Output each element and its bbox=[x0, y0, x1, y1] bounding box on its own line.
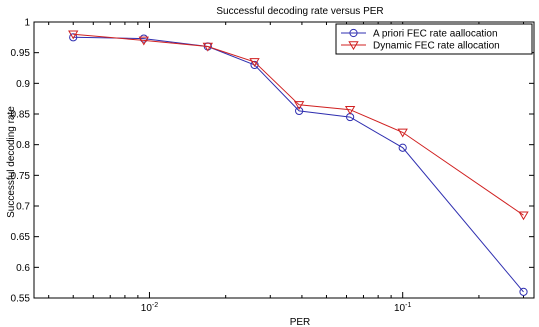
legend-label: Dynamic FEC rate allocation bbox=[373, 41, 500, 52]
series-1 bbox=[69, 33, 528, 296]
y-tick-label: 0.7 bbox=[16, 202, 30, 213]
series-line bbox=[73, 36, 524, 293]
data-point bbox=[68, 30, 79, 40]
legend-item: A priori FEC rate aallocation bbox=[341, 29, 498, 40]
y-tick-label: 0.85 bbox=[11, 110, 31, 121]
y-tick-label: 0.95 bbox=[11, 48, 31, 59]
data-point bbox=[349, 28, 358, 38]
data-point bbox=[295, 106, 304, 116]
y-tick-label: 0.75 bbox=[11, 171, 31, 182]
x-tick-label: 10-1 bbox=[394, 302, 411, 314]
plot-area bbox=[33, 21, 535, 299]
y-tick-label: 0.65 bbox=[11, 232, 31, 243]
data-point bbox=[348, 41, 359, 51]
data-point bbox=[397, 128, 408, 138]
y-tick-label: 0.9 bbox=[16, 79, 30, 90]
series-layer bbox=[68, 30, 529, 296]
y-tick-label: 0.6 bbox=[16, 263, 30, 274]
data-point bbox=[519, 287, 528, 296]
data-point bbox=[69, 33, 78, 42]
data-point bbox=[518, 211, 529, 221]
y-tick-label: 1 bbox=[24, 18, 30, 29]
data-point bbox=[138, 36, 149, 46]
data-point bbox=[398, 143, 407, 152]
x-axis-label: PER bbox=[290, 317, 311, 327]
data-point bbox=[344, 105, 356, 115]
data-point bbox=[293, 101, 305, 110]
data-point bbox=[249, 58, 260, 67]
series-2 bbox=[68, 30, 529, 221]
x-tick-label: 10-2 bbox=[141, 302, 158, 314]
series-line bbox=[73, 33, 524, 216]
y-tick-label: 0.55 bbox=[11, 294, 31, 305]
y-axis-label: Successful decoding rate bbox=[6, 106, 17, 218]
y-axis: 0.55 0.6 0.65 0.7 0.75 0.8 0.85 0.9 0.95 1 bbox=[11, 18, 534, 305]
y-tick-label: 0.8 bbox=[16, 140, 30, 151]
chart-title: Successful decoding rate versus PER bbox=[216, 6, 383, 17]
data-point bbox=[202, 42, 213, 52]
legend-label: A priori FEC rate aallocation bbox=[373, 29, 498, 40]
legend-item: Dynamic FEC rate allocation bbox=[341, 41, 500, 52]
legend-box bbox=[335, 23, 533, 55]
